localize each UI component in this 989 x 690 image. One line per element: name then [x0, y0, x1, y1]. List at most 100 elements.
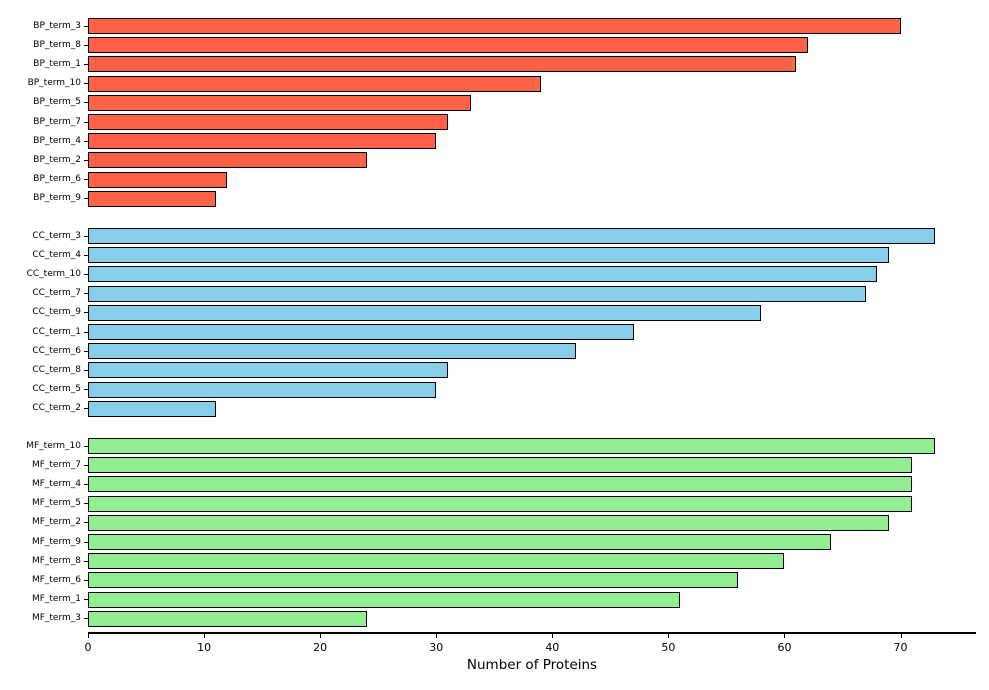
y-tick-label: CC_term_4 [32, 249, 81, 260]
y-tick [84, 599, 88, 601]
y-tick-label: CC_term_5 [32, 384, 81, 395]
x-tick-label: 10 [197, 641, 212, 654]
y-tick-label: CC_term_3 [32, 230, 81, 241]
bar-MF_term_5 [88, 495, 913, 512]
bar-BP_term_10 [88, 75, 541, 92]
y-tick-label: MF_term_7 [31, 459, 81, 470]
y-tick [84, 369, 88, 371]
y-tick-label: CC_term_1 [32, 326, 81, 337]
bar-MF_term_7 [88, 457, 913, 474]
bar-BP_term_9 [88, 190, 216, 207]
y-tick [84, 273, 88, 275]
x-tick [320, 634, 322, 638]
bar-MF_term_3 [88, 610, 367, 627]
bar-MF_term_8 [88, 553, 785, 570]
bar-BP_term_1 [88, 56, 797, 73]
y-tick [84, 25, 88, 27]
y-tick-label: BP_term_5 [33, 97, 81, 108]
y-tick-label: MF_term_1 [31, 594, 81, 605]
x-tick [900, 634, 902, 638]
x-tick-label: 20 [313, 641, 328, 654]
y-tick [84, 560, 88, 562]
y-tick-label: MF_term_8 [31, 555, 81, 566]
y-tick [84, 541, 88, 543]
bar-CC_term_8 [88, 362, 448, 379]
x-tick-label: 70 [893, 641, 908, 654]
bar-BP_term_2 [88, 152, 367, 169]
x-tick [784, 634, 786, 638]
x-tick-label: 0 [84, 641, 92, 654]
x-tick-label: 40 [545, 641, 560, 654]
bar-CC_term_9 [88, 304, 762, 321]
bar-MF_term_1 [88, 591, 680, 608]
y-tick [84, 254, 88, 256]
y-tick-label: MF_term_10 [26, 440, 81, 451]
y-tick-label: BP_term_7 [33, 116, 81, 127]
y-tick-label: BP_term_4 [33, 135, 81, 146]
y-tick [84, 44, 88, 46]
x-tick [436, 634, 438, 638]
y-tick [84, 579, 88, 581]
y-tick-label: BP_term_9 [33, 193, 81, 204]
y-tick-label: CC_term_10 [26, 268, 81, 279]
y-tick-label: MF_term_5 [31, 498, 81, 509]
bar-MF_term_2 [88, 514, 889, 531]
y-tick [84, 312, 88, 314]
y-tick [84, 83, 88, 85]
y-tick [84, 408, 88, 410]
y-tick [84, 198, 88, 200]
y-tick-label: CC_term_8 [32, 364, 81, 375]
y-tick [84, 293, 88, 295]
y-tick [84, 389, 88, 391]
bar-BP_term_5 [88, 94, 472, 111]
y-tick-label: MF_term_6 [31, 574, 81, 585]
bar-BP_term_8 [88, 37, 808, 54]
y-tick-label: BP_term_2 [33, 154, 81, 165]
bar-CC_term_6 [88, 343, 576, 360]
y-tick [84, 503, 88, 505]
bar-BP_term_7 [88, 114, 448, 130]
bar-MF_term_10 [88, 438, 936, 454]
y-tick [84, 63, 88, 65]
bar-CC_term_4 [88, 247, 889, 264]
y-tick [84, 179, 88, 181]
x-tick [668, 634, 670, 638]
y-tick-label: MF_term_9 [31, 536, 81, 547]
y-tick-label: CC_term_9 [32, 307, 81, 318]
x-tick [88, 634, 89, 638]
y-tick [84, 445, 88, 447]
bar-BP_term_3 [88, 18, 901, 34]
y-tick [84, 483, 88, 485]
y-tick [84, 331, 88, 333]
y-tick-label: BP_term_10 [27, 78, 81, 89]
y-tick-label: CC_term_2 [32, 403, 81, 414]
y-tick [84, 102, 88, 104]
x-tick [204, 634, 206, 638]
y-tick-label: BP_term_6 [33, 174, 81, 185]
y-tick-label: BP_term_3 [33, 20, 81, 31]
bar-CC_term_1 [88, 324, 634, 340]
bar-CC_term_5 [88, 381, 437, 398]
y-tick-label: MF_term_2 [31, 517, 81, 528]
y-tick-label: CC_term_7 [32, 288, 81, 299]
bar-BP_term_4 [88, 133, 437, 150]
y-tick-label: BP_term_1 [33, 58, 81, 69]
bar-CC_term_2 [88, 400, 216, 417]
bar-CC_term_10 [88, 266, 878, 283]
bar-CC_term_3 [88, 228, 936, 244]
bar-MF_term_6 [88, 572, 739, 589]
x-tick-label: 50 [661, 641, 676, 654]
bar-BP_term_6 [88, 171, 228, 188]
y-tick [84, 618, 88, 620]
x-tick-label: 30 [429, 641, 444, 654]
y-tick [84, 350, 88, 352]
x-tick [552, 634, 554, 638]
y-tick-label: CC_term_6 [32, 345, 81, 356]
y-tick [84, 235, 88, 237]
bar-MF_term_4 [88, 476, 913, 493]
y-tick [84, 522, 88, 524]
y-tick [84, 121, 88, 123]
x-tick-label: 60 [777, 641, 792, 654]
x-axis-line [88, 632, 976, 634]
